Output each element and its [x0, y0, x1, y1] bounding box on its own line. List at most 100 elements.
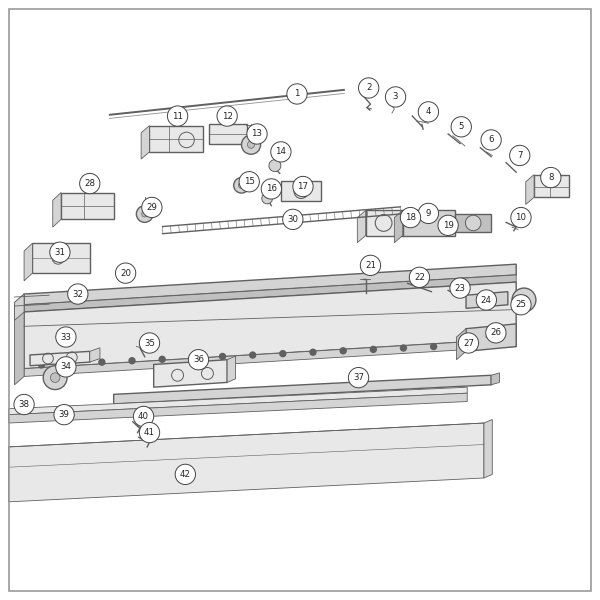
Circle shape: [250, 352, 256, 358]
Circle shape: [283, 209, 303, 230]
Circle shape: [50, 373, 60, 382]
Circle shape: [238, 182, 244, 188]
Text: 17: 17: [298, 182, 308, 191]
Circle shape: [511, 295, 531, 315]
Text: 8: 8: [548, 173, 554, 182]
Text: 22: 22: [414, 273, 425, 282]
Text: 39: 39: [59, 410, 70, 419]
Circle shape: [269, 160, 281, 172]
Polygon shape: [24, 264, 516, 305]
Text: 21: 21: [365, 261, 376, 270]
Circle shape: [136, 206, 153, 223]
Circle shape: [509, 145, 530, 166]
Circle shape: [159, 356, 165, 362]
Text: 15: 15: [244, 177, 255, 186]
Text: 37: 37: [353, 373, 364, 382]
Polygon shape: [24, 275, 516, 312]
Text: 32: 32: [73, 290, 83, 299]
Circle shape: [451, 116, 472, 137]
Text: 40: 40: [138, 412, 149, 421]
Text: 24: 24: [481, 296, 492, 305]
Circle shape: [361, 255, 380, 275]
Circle shape: [400, 345, 406, 351]
Text: 11: 11: [172, 112, 183, 121]
Polygon shape: [281, 181, 321, 202]
Text: 38: 38: [19, 400, 29, 409]
Circle shape: [175, 464, 196, 485]
Polygon shape: [24, 282, 516, 368]
Polygon shape: [209, 124, 247, 143]
Text: 19: 19: [443, 221, 454, 230]
Circle shape: [68, 284, 88, 304]
Circle shape: [239, 172, 259, 192]
Circle shape: [133, 406, 154, 427]
Circle shape: [54, 404, 74, 425]
Polygon shape: [526, 175, 534, 205]
Circle shape: [512, 288, 536, 312]
Polygon shape: [8, 393, 467, 423]
Circle shape: [287, 84, 307, 104]
Circle shape: [262, 193, 272, 204]
Circle shape: [310, 349, 316, 355]
Circle shape: [280, 350, 286, 356]
Circle shape: [340, 348, 346, 354]
Circle shape: [409, 267, 430, 287]
Polygon shape: [491, 373, 499, 385]
Text: 1: 1: [294, 89, 300, 98]
Text: 34: 34: [61, 362, 71, 371]
Polygon shape: [534, 175, 569, 197]
Text: 5: 5: [458, 122, 464, 131]
Circle shape: [418, 203, 439, 224]
Polygon shape: [30, 352, 90, 365]
Circle shape: [56, 327, 76, 347]
Polygon shape: [8, 387, 467, 415]
Polygon shape: [61, 193, 113, 220]
Text: 35: 35: [144, 338, 155, 347]
Text: 10: 10: [515, 213, 526, 222]
Text: 29: 29: [146, 203, 157, 212]
Circle shape: [50, 242, 70, 262]
Text: 18: 18: [405, 213, 416, 222]
Text: 6: 6: [488, 136, 494, 145]
Text: 26: 26: [490, 328, 502, 337]
Text: 28: 28: [84, 179, 95, 188]
Polygon shape: [14, 294, 24, 385]
Text: 20: 20: [120, 269, 131, 278]
Circle shape: [418, 102, 439, 122]
Circle shape: [56, 357, 76, 377]
Circle shape: [241, 135, 260, 154]
Text: 7: 7: [517, 151, 523, 160]
Polygon shape: [394, 211, 403, 242]
Circle shape: [491, 341, 497, 347]
Circle shape: [99, 359, 105, 365]
Circle shape: [188, 350, 209, 370]
Polygon shape: [455, 214, 491, 232]
Text: 42: 42: [180, 470, 191, 479]
Circle shape: [511, 208, 531, 228]
Circle shape: [486, 323, 506, 343]
Text: 27: 27: [463, 338, 474, 347]
Text: 16: 16: [266, 184, 277, 193]
Circle shape: [438, 215, 458, 236]
Polygon shape: [457, 329, 466, 360]
Circle shape: [247, 124, 267, 144]
Circle shape: [129, 358, 135, 364]
Polygon shape: [113, 375, 491, 404]
Circle shape: [461, 342, 467, 348]
Text: 4: 4: [425, 107, 431, 116]
Circle shape: [14, 394, 34, 415]
Circle shape: [190, 355, 196, 361]
Circle shape: [220, 353, 226, 359]
Circle shape: [370, 346, 376, 352]
Circle shape: [115, 263, 136, 283]
Polygon shape: [466, 292, 508, 308]
Text: 14: 14: [275, 148, 286, 157]
Text: 9: 9: [426, 209, 431, 218]
Circle shape: [43, 365, 67, 389]
Circle shape: [359, 78, 379, 98]
Text: 41: 41: [144, 428, 155, 437]
Polygon shape: [24, 243, 32, 281]
Circle shape: [349, 367, 368, 388]
Circle shape: [466, 215, 481, 231]
Polygon shape: [24, 339, 516, 376]
